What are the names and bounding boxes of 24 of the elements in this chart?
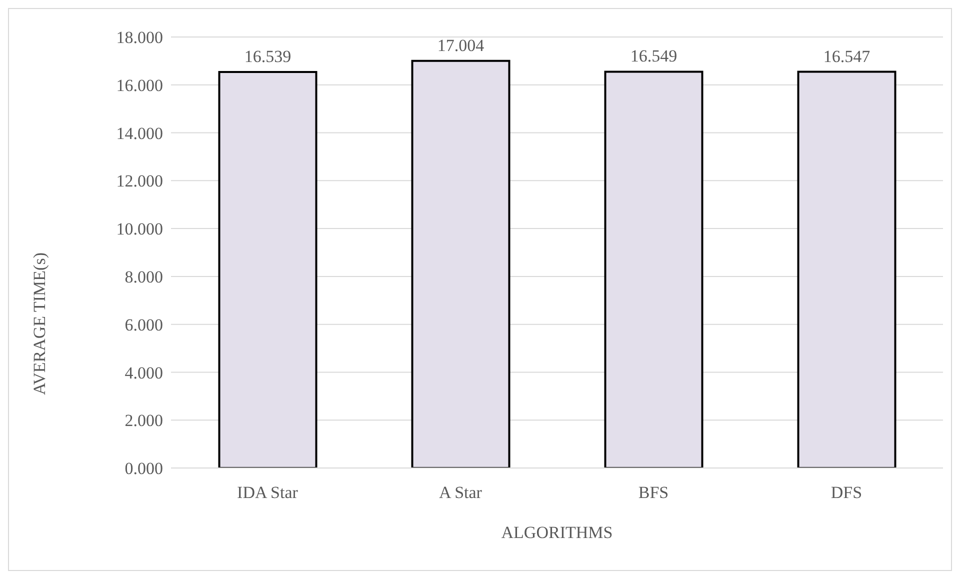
y-tick-label: 18.000 bbox=[116, 28, 163, 48]
data-label: 16.539 bbox=[244, 46, 292, 66]
y-tick-label: 6.000 bbox=[124, 315, 163, 334]
y-tick-label: 10.000 bbox=[116, 220, 163, 239]
bar bbox=[411, 60, 510, 468]
y-tick-label: 0.000 bbox=[124, 459, 163, 478]
bar bbox=[797, 70, 896, 468]
y-tick-label: 14.000 bbox=[116, 124, 163, 143]
data-label: 17.004 bbox=[437, 36, 485, 55]
y-tick-label: 2.000 bbox=[124, 411, 163, 430]
y-tick-label: 16.000 bbox=[116, 76, 163, 95]
x-tick-label: IDA Star bbox=[237, 483, 298, 502]
x-tick-label: DFS bbox=[830, 483, 862, 502]
data-label: 16.549 bbox=[630, 46, 678, 66]
data-label: 16.547 bbox=[823, 46, 871, 66]
y-tick-label: 12.000 bbox=[116, 172, 163, 191]
x-tick-label: A Star bbox=[439, 483, 482, 502]
bar bbox=[218, 70, 318, 468]
x-tick-label: BFS bbox=[638, 483, 669, 502]
bar bbox=[604, 70, 704, 468]
x-axis-title: ALGORITHMS bbox=[501, 523, 613, 542]
y-tick-label: 8.000 bbox=[124, 267, 163, 286]
y-axis-title: AVERAGE TIME(s) bbox=[30, 252, 50, 395]
y-tick-label: 4.000 bbox=[124, 363, 163, 382]
